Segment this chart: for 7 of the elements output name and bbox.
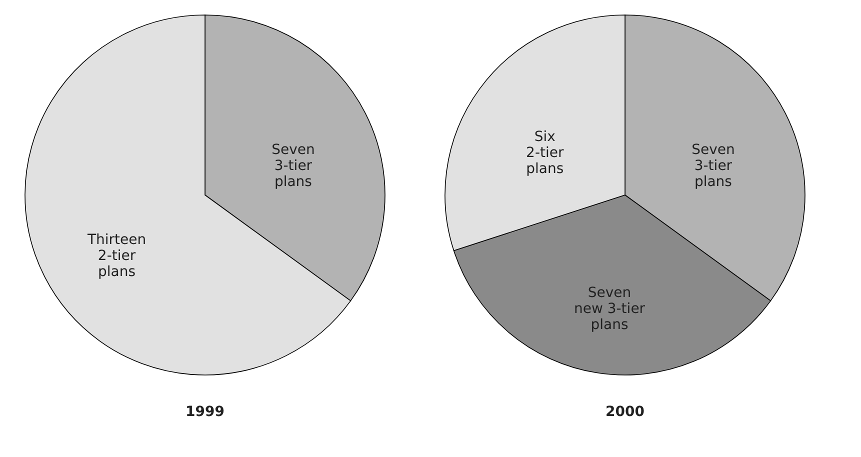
text: 2000 bbox=[606, 404, 645, 420]
slice-label: Seven 3-tier plans bbox=[272, 142, 315, 190]
slice-label: Seven new 3-tier plans bbox=[574, 284, 646, 333]
text: 1999 bbox=[186, 404, 224, 420]
slice-label: Seven 3-tier plans bbox=[692, 142, 735, 190]
slice-label: Thirteen 2-tier plans bbox=[86, 232, 146, 280]
slice-label: Six 2-tier plans bbox=[526, 128, 564, 177]
